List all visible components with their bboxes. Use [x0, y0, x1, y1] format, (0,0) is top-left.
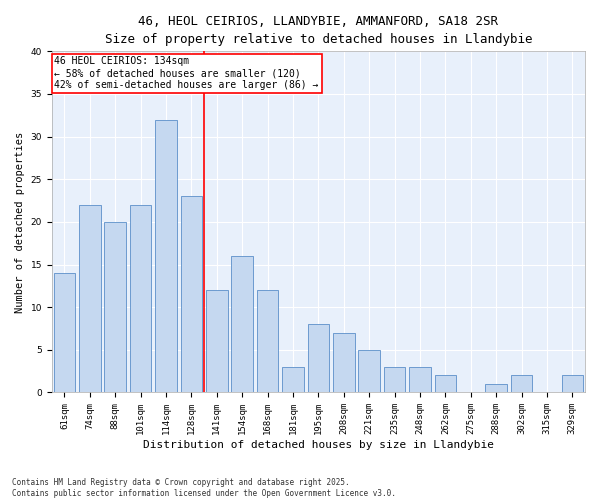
- Bar: [333, 333, 355, 392]
- Bar: [181, 196, 202, 392]
- Bar: [485, 384, 507, 392]
- Bar: [79, 205, 101, 392]
- Bar: [358, 350, 380, 393]
- Bar: [384, 367, 406, 392]
- Bar: [282, 367, 304, 392]
- Bar: [53, 273, 75, 392]
- Y-axis label: Number of detached properties: Number of detached properties: [15, 132, 25, 312]
- X-axis label: Distribution of detached houses by size in Llandybie: Distribution of detached houses by size …: [143, 440, 494, 450]
- Title: 46, HEOL CEIRIOS, LLANDYBIE, AMMANFORD, SA18 2SR
Size of property relative to de: 46, HEOL CEIRIOS, LLANDYBIE, AMMANFORD, …: [104, 15, 532, 46]
- Bar: [409, 367, 431, 392]
- Bar: [130, 205, 151, 392]
- Bar: [155, 120, 177, 392]
- Bar: [257, 290, 278, 392]
- Text: Contains HM Land Registry data © Crown copyright and database right 2025.
Contai: Contains HM Land Registry data © Crown c…: [12, 478, 396, 498]
- Bar: [308, 324, 329, 392]
- Bar: [232, 256, 253, 392]
- Bar: [562, 376, 583, 392]
- Bar: [206, 290, 227, 392]
- Text: 46 HEOL CEIRIOS: 134sqm
← 58% of detached houses are smaller (120)
42% of semi-d: 46 HEOL CEIRIOS: 134sqm ← 58% of detache…: [55, 56, 319, 90]
- Bar: [104, 222, 126, 392]
- Bar: [511, 376, 532, 392]
- Bar: [434, 376, 456, 392]
